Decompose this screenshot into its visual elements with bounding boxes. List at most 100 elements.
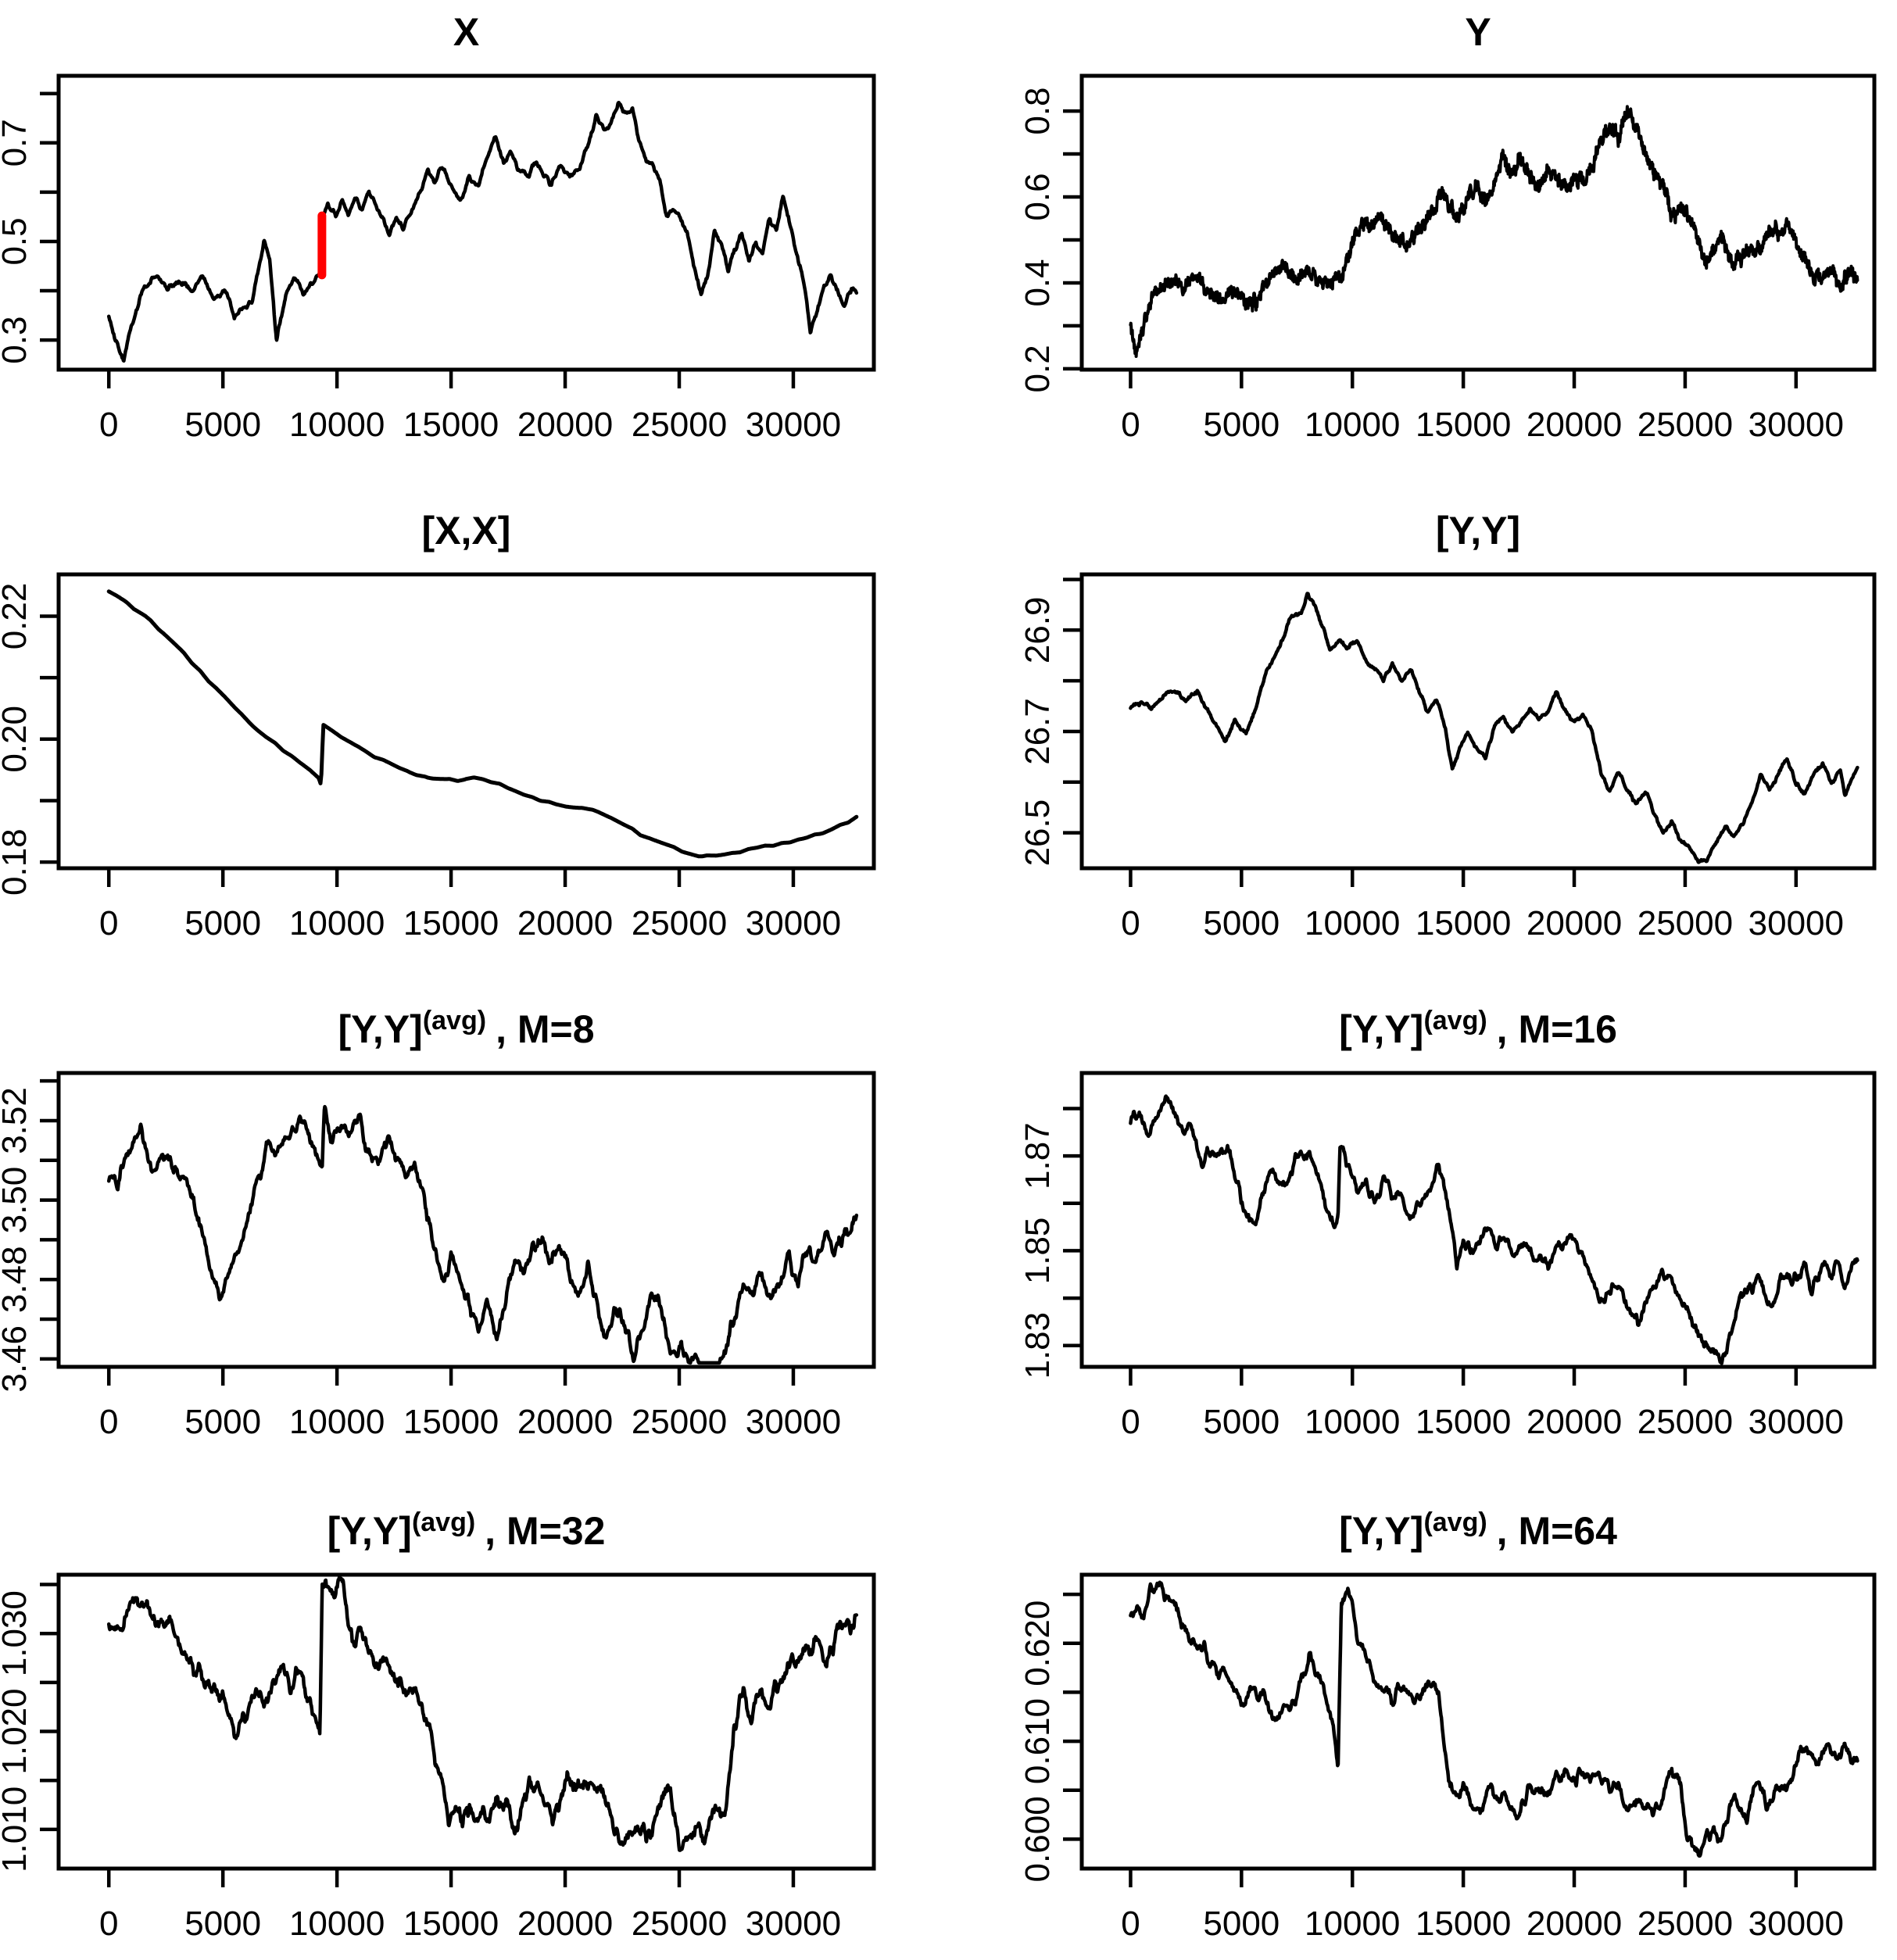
y-tick-label: 0.2	[1018, 345, 1057, 392]
subplot-x-canvas: X 0 5000 10000 15000 20000 25000 30000 0.3 0.5 0.7	[0, 10, 876, 444]
plot-title: [Y,Y](avg) , M=16	[1339, 1006, 1617, 1051]
plot-title: Y	[1465, 10, 1491, 54]
yy_avg_m16-series-line	[1129, 1094, 1859, 1365]
x-tick-label: 20000	[1527, 1905, 1622, 1943]
x-tick-label: 15000	[1416, 406, 1511, 444]
yy_avg_m64-series-line	[1129, 1580, 1859, 1858]
x-axis: 0 5000 10000 15000 20000 25000 30000	[99, 1367, 841, 1441]
x-tick-label: 10000	[1305, 1905, 1400, 1943]
y-tick-label: 0.610	[1018, 1698, 1057, 1784]
x-tick-label: 5000	[1203, 904, 1280, 942]
x-tick-label: 30000	[1748, 904, 1844, 942]
plot-title-rest: , M=8	[496, 1007, 594, 1051]
y-tick-label: 0.20	[0, 706, 34, 773]
y-tick-label: 0.600	[1018, 1796, 1057, 1882]
plot-box	[1079, 1572, 1877, 1871]
x-tick-label: 20000	[517, 406, 613, 444]
x-axis: 0 5000 10000 15000 20000 25000 30000	[1121, 1367, 1844, 1441]
plot-box	[56, 572, 876, 871]
subplot-yy-quadratic-variation: [Y,Y] 0 5000 10000 15000 20000 25000 30000 26.5 2…	[949, 499, 1897, 997]
y-tick-label: 1.85	[1018, 1218, 1057, 1285]
x-tick-label: 30000	[1748, 1905, 1844, 1943]
plot-title-rest: , M=16	[1497, 1007, 1617, 1051]
plot-title-superscript: (avg)	[1423, 1508, 1487, 1537]
x-tick-label: 0	[99, 1403, 118, 1441]
y-tick-label: 0.3	[0, 317, 34, 364]
x-tick-label: 25000	[632, 904, 727, 942]
plot-title-base: [Y,Y]	[338, 1007, 422, 1051]
x-axis: 0 5000 10000 15000 20000 25000 30000	[99, 1869, 841, 1943]
y-tick-label: 0.7	[0, 119, 34, 166]
plot-title: [Y,Y]	[1436, 509, 1520, 553]
y-axis: 1.83 1.85 1.87	[1018, 1107, 1082, 1379]
y-axis: 0.3 0.5 0.7	[0, 91, 59, 364]
y-tick-label: 0.22	[0, 583, 34, 650]
y-axis: 1.010 1.020 1.030	[0, 1583, 59, 1872]
plot-title-rest: , M=32	[485, 1509, 605, 1553]
subplot-xx-quadratic-variation: [X,X] 0 5000 10000 15000 20000 25000 30000 0.18 0…	[0, 499, 948, 997]
y-tick-label: 3.50	[0, 1167, 34, 1234]
x-tick-label: 0	[1121, 1905, 1140, 1943]
x-tick-label: 25000	[1638, 1403, 1733, 1441]
subplot-yy-avg-m16: [Y,Y](avg) , M=16 0 5000 10000 15000 20000 2500…	[949, 997, 1897, 1499]
x-tick-label: 10000	[289, 904, 385, 942]
x-tick-label: 25000	[1638, 406, 1733, 444]
y-axis: 0.2 0.4 0.6 0.8	[1018, 87, 1082, 392]
subplot-yy-avg-m64-canvas: [Y,Y](avg) , M=64 0 5000 10000 15000 20000 2500…	[1018, 1508, 1877, 1943]
x-axis: 0 5000 10000 15000 20000 25000 30000	[99, 868, 841, 942]
y-tick-label: 0.620	[1018, 1601, 1057, 1686]
x-tick-label: 5000	[184, 1403, 261, 1441]
x-axis: 0 5000 10000 15000 20000 25000 30000	[1121, 1869, 1844, 1943]
plot-title-base: [Y,Y]	[328, 1509, 412, 1553]
plot-box	[1079, 73, 1877, 372]
x-tick-label: 15000	[403, 1403, 499, 1441]
plot-box	[1079, 572, 1877, 871]
x-tick-label: 30000	[746, 406, 841, 444]
y-tick-label: 1.020	[0, 1688, 34, 1774]
y-series-line	[1129, 105, 1859, 358]
x-tick-label: 15000	[1416, 904, 1511, 942]
x-tick-label: 5000	[184, 1905, 261, 1943]
plot-title: [Y,Y](avg) , M=32	[328, 1508, 606, 1553]
x-tick-label: 15000	[403, 904, 499, 942]
subplot-x: X 0 5000 10000 15000 20000 25000 30000 0.3 0.5 0.7	[0, 0, 948, 499]
x-tick-label: 15000	[403, 1905, 499, 1943]
x-tick-label: 25000	[632, 1403, 727, 1441]
subplot-yy-avg-m8: [Y,Y](avg) , M=8 0 5000 10000 15000 20000 25000…	[0, 997, 948, 1499]
yy_avg_m8-series-line	[106, 1104, 859, 1365]
plot-box	[56, 1071, 876, 1369]
x-tick-label: 5000	[1203, 406, 1280, 444]
x-tick-label: 10000	[1305, 406, 1400, 444]
y-axis: 3.46 3.48 3.50 3.52	[0, 1078, 59, 1393]
plot-title-superscript: (avg)	[1423, 1006, 1487, 1035]
y-tick-label: 3.46	[0, 1325, 34, 1393]
x-axis: 0 5000 10000 15000 20000 25000 30000	[1121, 370, 1844, 444]
x-tick-label: 20000	[1527, 406, 1622, 444]
x-tick-label: 5000	[1203, 1403, 1280, 1441]
plot-box	[56, 73, 876, 372]
yy-series-line	[1129, 592, 1859, 864]
x-axis: 0 5000 10000 15000 20000 25000 30000	[1121, 868, 1844, 942]
x-tick-label: 5000	[184, 406, 261, 444]
x-tick-label: 25000	[632, 406, 727, 444]
plot-title-base: [Y,Y]	[1339, 1007, 1423, 1051]
y-tick-label: 26.5	[1018, 799, 1057, 867]
y-axis: 26.5 26.7 26.9	[1018, 578, 1082, 867]
subplot-yy-avg-m32: [Y,Y](avg) , M=32 0 5000 10000 15000 20000 2500…	[0, 1499, 948, 1960]
y-tick-label: 3.48	[0, 1246, 34, 1313]
x-tick-label: 15000	[403, 406, 499, 444]
x-tick-label: 0	[99, 406, 118, 444]
yy_avg_m32-series-line	[106, 1576, 859, 1852]
x-tick-label: 25000	[1638, 904, 1733, 942]
x-tick-label: 20000	[517, 1905, 613, 1943]
x-tick-label: 20000	[1527, 1403, 1622, 1441]
x-tick-label: 15000	[1416, 1905, 1511, 1943]
plot-title: [Y,Y](avg) , M=8	[338, 1006, 594, 1051]
y-tick-label: 3.52	[0, 1087, 34, 1154]
x-tick-label: 0	[1121, 1403, 1140, 1441]
plot-title-rest: , M=64	[1497, 1509, 1617, 1553]
plot-title-base: [Y,Y]	[1436, 509, 1520, 553]
x-tick-label: 0	[99, 904, 118, 942]
x-tick-label: 20000	[517, 904, 613, 942]
x-tick-label: 30000	[746, 1403, 841, 1441]
